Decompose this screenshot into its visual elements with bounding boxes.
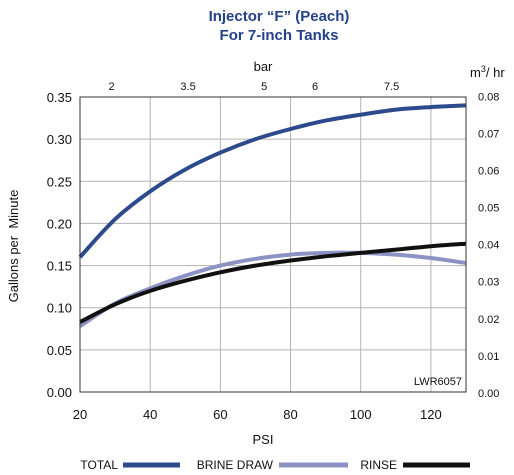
legend-label: TOTAL [80,458,118,472]
chart-title: Injector “F” (Peach) [209,8,350,25]
y-axis-label: Gallons per Minute [6,190,21,303]
y-tick-label: 0.05 [47,343,72,358]
series-line-brine-draw [78,250,467,328]
watermark: LWR6057 [414,376,462,388]
plot-frame [79,96,467,393]
right-tick-labels: 0.00 0.01 0.02 0.03 0.04 0.05 0.06 0.07 0.08 [478,91,499,400]
right-axis-unit: m3/ hr [470,64,505,80]
right-tick-label: 0.07 [478,128,499,140]
right-axis-unit-prefix: m [470,65,481,80]
legend: TOTAL BRINE DRAW RINSE [80,458,470,472]
top-tick-label: 6 [312,81,318,93]
top-tick-label: 3.5 [180,81,195,93]
legend-label: RINSE [360,458,397,472]
x-axis-label: PSI [253,432,274,447]
y-tick-label: 0.15 [47,259,72,274]
right-tick-label: 0.06 [478,165,499,177]
top-tick-label: 2 [109,81,115,93]
y-tick-labels: 0.00 0.05 0.10 0.15 0.20 0.25 0.30 0.35 [47,90,72,400]
top-tick-label: 5 [261,81,267,93]
y-tick-label: 0.30 [47,132,72,147]
series-line-total [78,103,467,259]
right-axis-unit-sup: 3 [481,64,486,74]
x-tick-label: 40 [143,407,157,422]
y-tick-label: 0.00 [47,385,72,400]
top-tick-labels: 2 3.5 5 6 7.5 [109,81,400,93]
x-tick-labels: 20 40 60 80 100 120 [73,407,442,422]
y-tick-label: 0.20 [47,216,72,231]
right-tick-label: 0.01 [478,351,499,363]
y-tick-label: 0.25 [47,174,72,189]
series-lines [78,103,467,328]
right-tick-label: 0.00 [478,388,499,400]
top-axis-label: bar [254,59,273,74]
y-tick-label: 0.35 [47,90,72,105]
right-tick-label: 0.05 [478,203,499,215]
right-tick-label: 0.04 [478,240,499,252]
grid [79,96,466,393]
chart-subtitle: For 7-inch Tanks [220,27,339,44]
right-tick-label: 0.02 [478,314,499,326]
x-tick-label: 100 [350,407,372,422]
x-tick-label: 120 [420,407,442,422]
x-tick-label: 80 [283,407,297,422]
y-tick-label: 0.10 [47,301,72,316]
legend-label: BRINE DRAW [197,458,274,472]
right-tick-label: 0.03 [478,277,499,289]
series-line-rinse [79,241,467,324]
x-tick-label: 60 [213,407,227,422]
x-tick-label: 20 [73,407,87,422]
top-tick-label: 7.5 [384,81,399,93]
right-tick-label: 0.08 [478,91,499,103]
right-axis-unit-suffix: / hr [486,65,505,80]
